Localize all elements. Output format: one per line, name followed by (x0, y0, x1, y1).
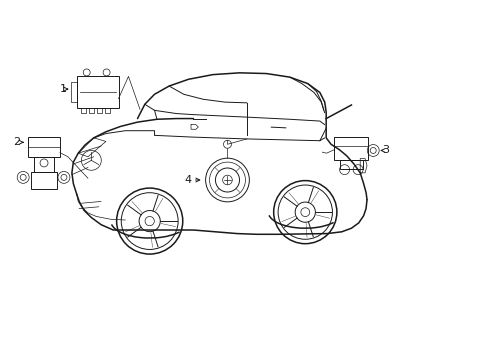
Bar (81, 108, 85, 113)
Bar (28, 137, 60, 157)
Bar (77, 76, 118, 108)
Text: 2: 2 (13, 137, 20, 147)
Bar (97, 108, 102, 113)
Bar (71, 82, 77, 102)
Bar (339, 160, 363, 169)
Bar (31, 172, 57, 189)
Text: 1: 1 (59, 84, 66, 94)
Bar (104, 108, 109, 113)
Text: 3: 3 (382, 145, 389, 156)
Bar (35, 157, 54, 172)
Bar (334, 137, 367, 160)
Bar (88, 108, 94, 113)
Text: 4: 4 (184, 175, 191, 185)
